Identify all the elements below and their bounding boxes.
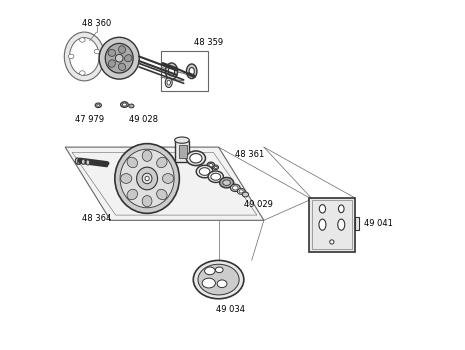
Ellipse shape: [209, 163, 213, 167]
Ellipse shape: [119, 46, 126, 54]
Ellipse shape: [70, 38, 99, 75]
Ellipse shape: [68, 54, 74, 59]
Bar: [354, 217, 359, 230]
Ellipse shape: [157, 189, 167, 200]
Ellipse shape: [199, 168, 210, 175]
Text: 49 034: 49 034: [216, 305, 245, 314]
Ellipse shape: [75, 158, 80, 164]
Ellipse shape: [214, 166, 217, 168]
Ellipse shape: [81, 159, 85, 164]
Ellipse shape: [319, 219, 326, 230]
Ellipse shape: [208, 171, 224, 182]
Ellipse shape: [157, 157, 167, 168]
Ellipse shape: [115, 54, 123, 62]
Ellipse shape: [120, 174, 132, 183]
Ellipse shape: [86, 160, 90, 165]
Ellipse shape: [64, 32, 104, 81]
Ellipse shape: [202, 278, 215, 288]
Ellipse shape: [129, 104, 134, 108]
Ellipse shape: [231, 184, 240, 191]
Text: 48 360: 48 360: [82, 19, 111, 28]
Ellipse shape: [319, 205, 326, 213]
Ellipse shape: [120, 149, 174, 208]
Text: 49 028: 49 028: [129, 115, 158, 124]
Ellipse shape: [167, 80, 171, 85]
Ellipse shape: [223, 180, 231, 186]
Ellipse shape: [189, 68, 194, 75]
Ellipse shape: [168, 67, 175, 76]
Ellipse shape: [125, 55, 132, 62]
Ellipse shape: [166, 63, 178, 80]
Text: 49 041: 49 041: [365, 219, 393, 228]
Ellipse shape: [338, 219, 345, 230]
Ellipse shape: [213, 165, 219, 170]
Ellipse shape: [78, 160, 81, 164]
Ellipse shape: [99, 37, 139, 79]
Ellipse shape: [215, 267, 223, 273]
Text: 49 029: 49 029: [244, 200, 273, 209]
Ellipse shape: [330, 240, 334, 244]
Ellipse shape: [165, 78, 172, 88]
Text: 47 979: 47 979: [75, 115, 104, 124]
Bar: [309, 198, 354, 252]
Ellipse shape: [127, 189, 138, 200]
Ellipse shape: [232, 186, 238, 190]
Ellipse shape: [115, 144, 179, 214]
Ellipse shape: [95, 103, 101, 107]
Ellipse shape: [120, 102, 128, 107]
Ellipse shape: [122, 103, 126, 106]
Ellipse shape: [145, 176, 149, 181]
Ellipse shape: [97, 104, 100, 106]
Ellipse shape: [205, 267, 215, 275]
Ellipse shape: [237, 188, 245, 194]
Ellipse shape: [80, 38, 85, 42]
Ellipse shape: [105, 43, 133, 73]
Ellipse shape: [186, 151, 206, 166]
Polygon shape: [65, 147, 264, 220]
Ellipse shape: [108, 60, 115, 67]
Ellipse shape: [217, 280, 227, 288]
Ellipse shape: [118, 63, 126, 70]
Ellipse shape: [239, 190, 243, 193]
Ellipse shape: [339, 205, 344, 213]
Ellipse shape: [198, 264, 239, 295]
Bar: [179, 145, 187, 158]
Text: 48 361: 48 361: [235, 149, 265, 159]
Bar: [312, 201, 352, 249]
Ellipse shape: [196, 165, 213, 178]
Ellipse shape: [142, 150, 152, 161]
Bar: [175, 141, 189, 162]
Ellipse shape: [175, 137, 189, 143]
Ellipse shape: [186, 64, 197, 79]
Ellipse shape: [242, 192, 248, 197]
Ellipse shape: [108, 49, 116, 56]
Text: 48 364: 48 364: [82, 214, 111, 223]
Ellipse shape: [127, 157, 138, 168]
Ellipse shape: [142, 173, 152, 184]
Ellipse shape: [80, 71, 85, 75]
Ellipse shape: [142, 196, 152, 207]
Ellipse shape: [211, 173, 221, 180]
Ellipse shape: [137, 167, 158, 190]
Ellipse shape: [162, 174, 173, 183]
Ellipse shape: [190, 154, 202, 163]
Ellipse shape: [219, 177, 233, 188]
Ellipse shape: [207, 162, 215, 168]
Text: 48 359: 48 359: [193, 38, 223, 47]
Bar: [161, 51, 208, 91]
Ellipse shape: [193, 260, 244, 299]
Ellipse shape: [94, 49, 100, 54]
